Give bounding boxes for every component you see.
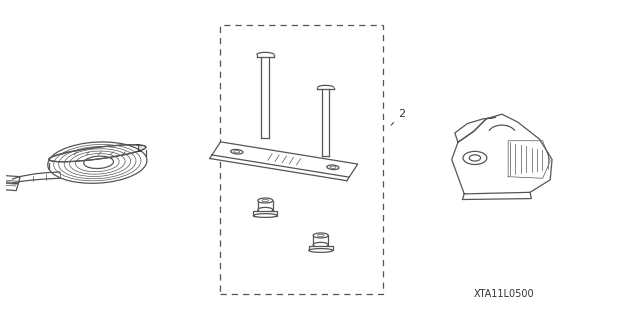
Ellipse shape [48, 142, 147, 183]
Ellipse shape [313, 233, 328, 238]
Text: 2: 2 [391, 109, 406, 125]
Polygon shape [253, 211, 277, 216]
Ellipse shape [231, 149, 243, 154]
Ellipse shape [327, 165, 339, 170]
Ellipse shape [49, 145, 146, 162]
Ellipse shape [313, 242, 328, 247]
Ellipse shape [253, 214, 277, 217]
Polygon shape [309, 246, 333, 250]
Polygon shape [212, 142, 358, 177]
Ellipse shape [258, 207, 273, 212]
Bar [220, 25, 383, 294]
Ellipse shape [309, 249, 333, 252]
Text: XTA11L0500: XTA11L0500 [474, 289, 534, 299]
Polygon shape [452, 114, 552, 198]
Ellipse shape [463, 152, 487, 165]
Ellipse shape [258, 198, 273, 203]
Text: 1: 1 [135, 144, 142, 154]
Polygon shape [462, 192, 531, 199]
